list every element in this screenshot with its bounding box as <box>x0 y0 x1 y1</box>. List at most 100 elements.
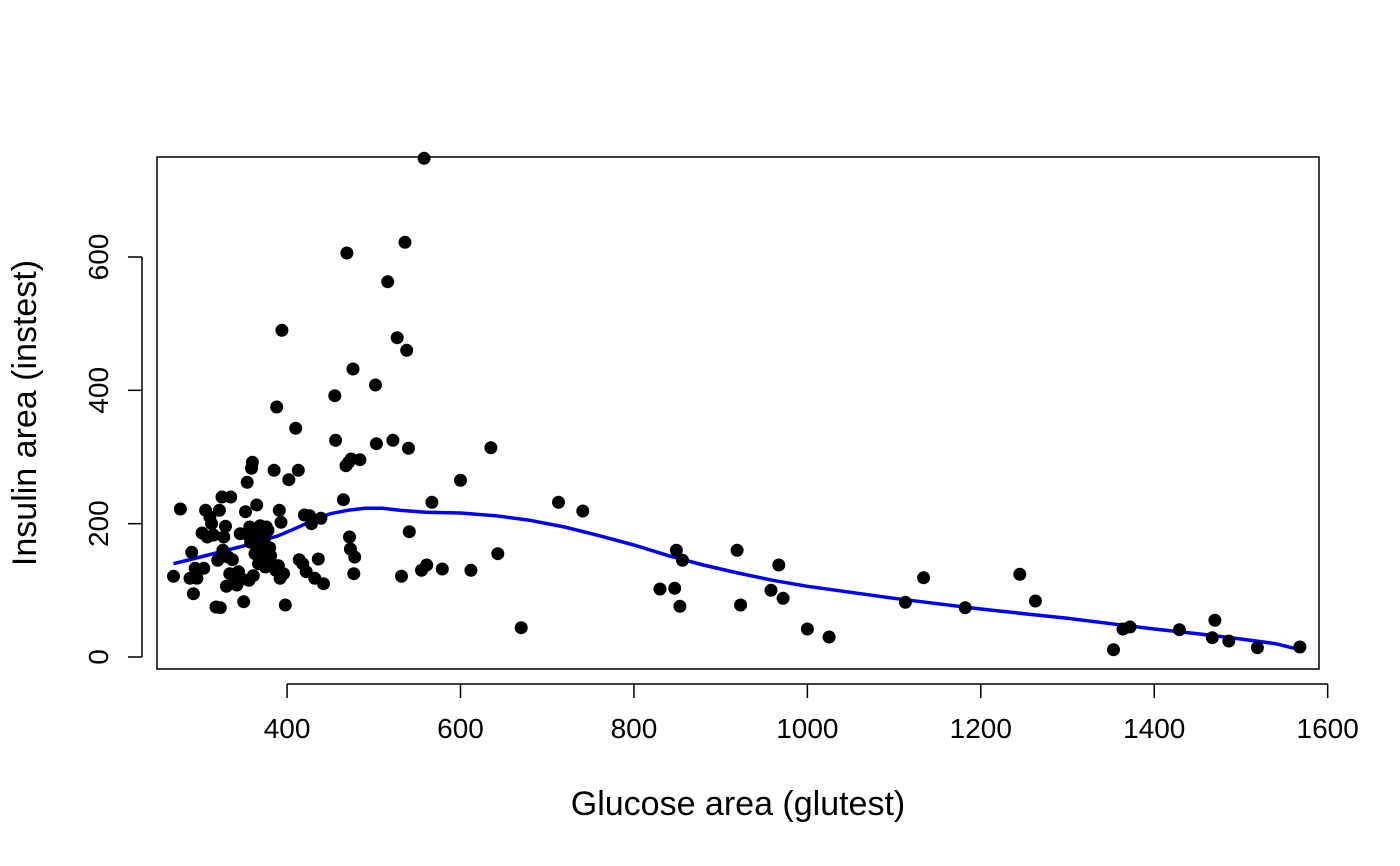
plot-frame <box>156 156 1320 670</box>
data-point <box>454 473 467 487</box>
data-point <box>402 525 416 539</box>
data-point <box>402 441 415 455</box>
data-point <box>353 453 367 467</box>
data-point <box>278 598 292 612</box>
y-axis: 0 200 400 600 <box>83 234 143 665</box>
data-point <box>270 400 284 414</box>
data-point <box>213 601 227 615</box>
data-point <box>250 498 264 512</box>
data-point <box>211 553 225 567</box>
x-tick-label: 1200 <box>950 713 1012 744</box>
x-tick-label: 1000 <box>776 713 838 744</box>
data-point <box>289 421 303 435</box>
data-point <box>425 495 439 509</box>
data-point <box>1250 641 1264 655</box>
data-point <box>343 530 356 544</box>
data-point <box>917 571 931 585</box>
data-points <box>167 151 1307 657</box>
data-point <box>381 275 395 289</box>
x-tick-label: 1600 <box>1297 713 1359 744</box>
data-point <box>772 558 786 572</box>
data-point <box>676 553 689 567</box>
data-point <box>822 630 836 644</box>
data-point <box>275 323 289 337</box>
data-point <box>245 455 259 469</box>
data-point <box>514 621 528 635</box>
data-point <box>261 523 275 537</box>
data-point <box>346 362 360 376</box>
y-axis-label: Insulin area (instest) <box>6 260 44 566</box>
data-point <box>552 495 565 509</box>
data-point <box>576 504 590 518</box>
data-point <box>668 581 682 595</box>
data-point <box>484 441 498 455</box>
data-point <box>328 389 342 403</box>
data-point <box>1123 620 1137 634</box>
data-point <box>669 543 683 557</box>
data-point <box>239 505 252 519</box>
data-point <box>400 343 414 357</box>
data-point <box>776 591 790 605</box>
data-point <box>267 463 281 477</box>
data-point <box>317 577 330 591</box>
data-point <box>197 561 211 575</box>
y-tick-label: 400 <box>83 367 114 414</box>
y-tick-label: 600 <box>83 234 114 281</box>
x-axis: 400 600 800 1000 1200 1400 1600 <box>264 683 1359 744</box>
data-point <box>435 562 449 576</box>
y-tick-label: 0 <box>83 649 114 665</box>
data-point <box>329 433 343 447</box>
data-point <box>653 582 667 596</box>
x-tick-label: 400 <box>264 713 311 744</box>
data-point <box>898 595 912 609</box>
data-point <box>1208 613 1222 627</box>
x-axis-label: Glucose area (glutest) <box>571 785 906 823</box>
data-point <box>1028 594 1042 608</box>
data-point <box>205 517 219 531</box>
data-point <box>217 530 231 544</box>
data-point <box>304 517 318 531</box>
data-point <box>958 601 972 615</box>
x-tick-label: 600 <box>437 713 484 744</box>
data-point <box>237 595 251 609</box>
data-point <box>314 511 328 525</box>
data-point <box>1107 643 1120 657</box>
x-tick-label: 800 <box>611 713 658 744</box>
data-point <box>348 550 362 564</box>
data-point <box>398 235 412 249</box>
data-point <box>185 545 199 559</box>
data-point <box>369 378 382 392</box>
y-tick-label: 200 <box>83 500 114 547</box>
data-point <box>277 567 291 581</box>
data-point <box>734 598 748 612</box>
data-point <box>464 563 478 577</box>
data-point <box>764 583 778 597</box>
data-point <box>1013 567 1027 581</box>
data-point <box>186 587 200 601</box>
data-point <box>369 437 383 451</box>
data-point <box>240 475 254 489</box>
data-point <box>417 151 431 165</box>
data-point <box>1205 631 1219 645</box>
data-point <box>274 515 288 529</box>
data-point <box>206 528 220 542</box>
data-point <box>491 547 505 561</box>
data-point <box>246 569 260 583</box>
data-point <box>420 558 434 572</box>
data-point <box>173 502 187 516</box>
data-point <box>311 552 325 566</box>
data-point <box>730 543 744 557</box>
data-point <box>225 553 239 567</box>
data-point <box>282 473 296 487</box>
x-tick-label: 1400 <box>1123 713 1185 744</box>
data-point <box>390 331 404 345</box>
data-point <box>272 503 286 517</box>
data-point <box>336 493 350 507</box>
data-point <box>1293 640 1307 654</box>
data-point <box>340 246 354 260</box>
data-point <box>347 567 361 581</box>
data-point <box>224 490 238 504</box>
data-point <box>190 571 204 585</box>
data-point <box>219 579 233 593</box>
